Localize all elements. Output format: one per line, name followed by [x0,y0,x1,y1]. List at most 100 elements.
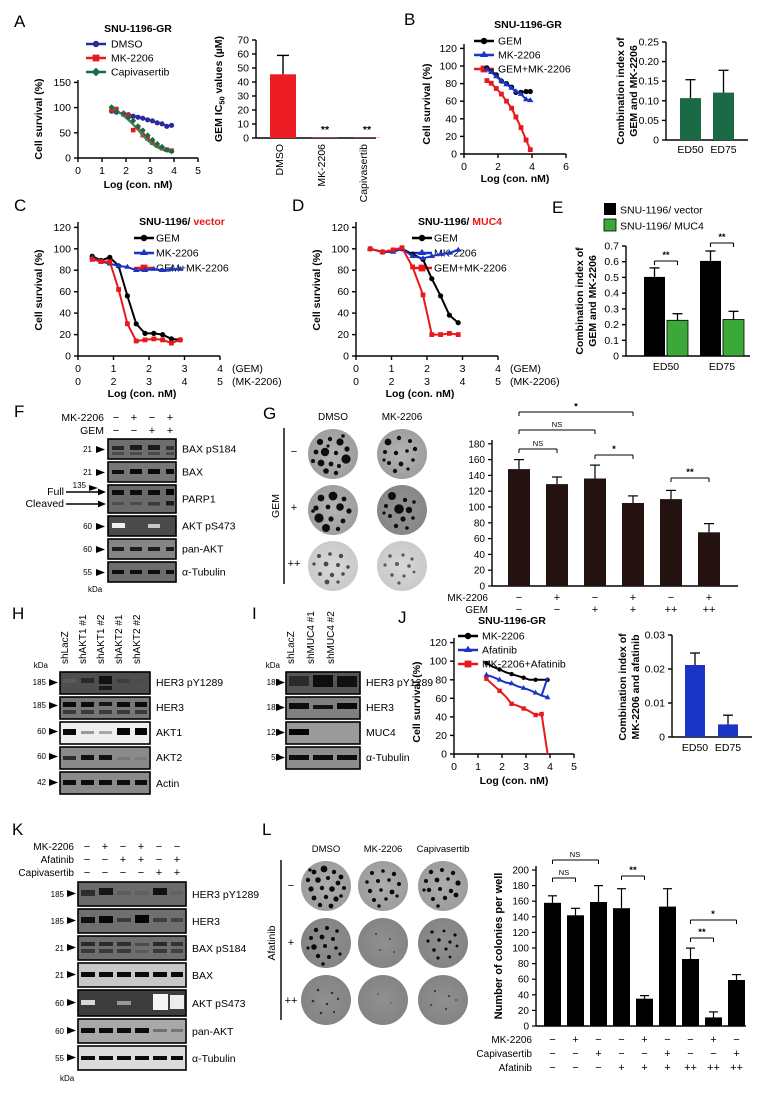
panel-l-ylabel: Number of colonies per well [493,873,505,1020]
panel-a-bar-cat-1: MK-2206 [316,144,328,187]
panel-e-significance: ** ** [653,232,735,265]
panel-i-blot-2: 120 MUC4 [267,721,396,745]
panel-b-xtick-2: 4 [529,161,535,173]
panel-label-a: A [14,12,26,31]
panel-i-mw-0: 185 [267,678,281,687]
panel-g-bar-ytick-9: 180 [468,439,485,450]
panel-g-sig-4: ** [686,467,694,478]
panel-f-parp-cleaved-label: Cleaved [25,498,64,510]
panel-b-ytick-4: 80 [445,78,457,90]
panel-l-plates: DMSO MK-2206 Capivasertib Afatinib − + +… [266,838,496,1048]
panel-l-bars [544,884,745,1026]
panel-label-f: F [14,402,25,421]
panel-b-series-mk2206 [483,66,534,103]
panel-l-t2v5: + [664,1062,670,1074]
panel-l-t2v7: ++ [707,1062,720,1074]
panel-l-t1v7: − [710,1048,716,1060]
panel-k-t0v3: + [138,841,144,853]
panel-b-bar-ylabel-l1: Combination index of [615,37,627,145]
panel-g-bars [508,458,720,586]
panel-a-bar-cat-0: DMSO [274,144,286,176]
panel-l-well-r0c1 [358,861,408,911]
panel-l-t2v2: − [595,1062,601,1074]
panel-b-bar-svg: 0 0.05 0.10 0.15 0.20 0.25 Combination i… [615,37,748,156]
panel-l-ytick-3: 60 [518,975,530,986]
panel-d-xtick-mk-1: 2 [389,376,395,388]
panel-j-xtick-5: 5 [571,761,577,773]
panel-l-t0v6: − [687,1034,693,1046]
panel-k-t1v4: − [156,854,162,866]
panel-b-ytick-6: 120 [439,43,457,55]
panel-k-t1v1: − [102,854,108,866]
panel-f-target-1: BAX [182,467,203,479]
panel-h-blot-3: 60 AKT2 [37,746,182,770]
panel-c-xtick-gem-1: 1 [111,363,117,375]
panel-a-bar-ytick-2: 20 [237,105,249,117]
panel-f-blot-1: 21 BAX [83,461,203,483]
panel-h-blot-4: 42 Actin [37,771,180,795]
panel-h-kda: kDa [34,661,49,670]
panel-f-blot-group: MK-2206 − + − + GEM − − + + 21 BAX pS184… [20,404,270,599]
panel-l-t0v8: − [733,1034,739,1046]
panel-d-ytick-3: 60 [337,286,349,298]
panel-d-xtick-mk-3: 4 [460,376,466,388]
panel-b-legend-label-1: MK-2206 [498,50,541,62]
panel-k-blot-group: MK-2206 − + − + − − Afatinib − − + + − +… [14,828,274,1103]
panel-l-t1v8: + [733,1048,739,1060]
panel-l-well-r1c2 [418,918,468,968]
panel-g-bar-axes: 0 20 40 60 80 100 120 140 160 180 [468,439,738,593]
panel-a-xtick-2: 2 [123,165,129,177]
panel-a-curve-svg: SNU-1196-GR DMSO MK-2206 Capivasertib 0 … [33,23,201,191]
panel-g-row-label-2: ++ [288,558,301,570]
panel-g-bar-ytick-8: 160 [468,455,485,466]
panel-d-legend-label-2: GEM+MK-2206 [434,263,507,275]
panel-d-xtick-gem-1: 1 [389,363,395,375]
panel-a-axes: 0 50 100 150 0 1 2 3 4 5 Log (con. nM) C… [33,77,201,191]
panel-d-legend-label-1: MK-2206 [434,248,477,260]
panel-g-bar-chart: 0 20 40 60 80 100 120 140 160 180 [447,400,758,605]
panel-l-plates-svg: DMSO MK-2206 Capivasertib Afatinib − + +… [266,844,470,1025]
panel-k-svg: MK-2206 − + − + − − Afatinib − − + + − +… [18,841,259,1083]
panel-d-xnote-gem: (GEM) [510,363,541,375]
panel-l-ytick-0: 0 [523,1022,529,1033]
panel-e-ytick-4: 0.4 [604,288,619,300]
panel-e-ytick-0: 0 [613,351,619,363]
panel-l-col-header-1: MK-2206 [364,844,403,855]
panel-l-t0-name: MK-2206 [491,1035,532,1046]
panel-a-bar-ytick-7: 70 [237,35,249,47]
panel-b-curve-svg: SNU-1196-GR GEM MK-2206 GEM+MK-2206 0 20… [421,19,571,185]
panel-g-treatment-table: MK-2206 − + − + − + [447,592,712,604]
panel-b-bar-ytick-3: 0.15 [639,76,660,88]
panel-i-blot-0: 185 HER3 pY1289 [267,671,433,695]
panel-l-well-r2c0 [301,975,351,1025]
panel-f-treat-0-v0: − [113,412,119,424]
panel-c-ytick-5: 100 [53,243,71,255]
panel-k-mw-5: 60 [55,1027,64,1036]
panel-b-xlabel: Log (con. nM) [481,173,550,185]
panel-d-chart: SNU-1196/ MUC4 GEM MK-2206 GEM+MK-2206 0… [300,200,560,400]
panel-k-t1v5: + [174,854,180,866]
panel-a-bar-xlabels: DMSO MK-2206 Capivasertib [274,144,370,203]
panel-l-well-r2c1 [358,975,408,1025]
panel-l-ytick-8: 160 [512,897,529,908]
panel-l-col-header-2: Capivasertib [417,844,470,855]
panel-d-ytick-4: 80 [337,265,349,277]
panel-h-target-0: HER3 pY1289 [156,677,223,689]
panel-l-row-group-label: Afatinib [266,925,278,960]
panel-h-mw-1: 185 [33,701,47,710]
panel-l-t0v2: − [595,1034,601,1046]
panel-k-target-2: BAX pS184 [192,943,246,955]
panel-e-sig-1: ** [718,232,726,242]
panel-a-bar-cat-2: Capivasertib [358,144,370,203]
panel-e-ylabel-l1: Combination index of [574,247,586,355]
panel-h-target-3: AKT2 [156,752,182,764]
panel-a-bar-ylabel-pre: GEM IC [213,104,225,142]
panel-l-sig-1: NS [570,850,580,859]
panel-b-series-gem-mk2206 [484,78,533,152]
panel-k-mw-6: 55 [55,1054,64,1063]
panel-b-ytick-5: 100 [439,61,457,73]
panel-d-ytick-5: 100 [331,243,349,255]
panel-k-treatment-table: MK-2206 − + − + − − Afatinib − − + + − +… [18,841,180,879]
panel-k-t0v4: − [156,841,162,853]
panel-c-xtick-mk-4: 5 [217,376,223,388]
